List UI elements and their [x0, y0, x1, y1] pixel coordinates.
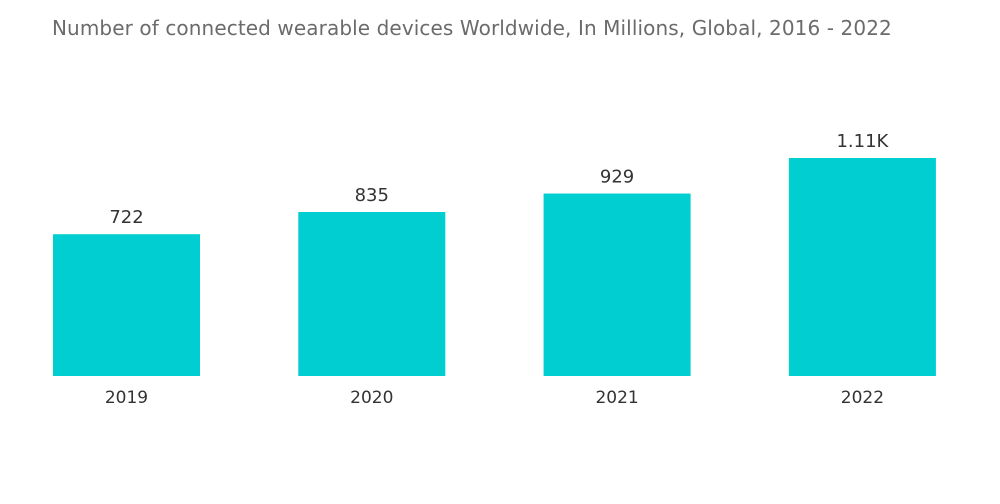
x-tick-label-2022: 2022: [841, 388, 884, 408]
bar-2020: [298, 212, 446, 376]
bar-2022: [788, 158, 936, 376]
data-label-2020: 835: [355, 185, 389, 206]
data-label-2019: 722: [109, 207, 143, 228]
x-tick-label-2021: 2021: [595, 388, 638, 408]
bar-2021: [543, 193, 691, 376]
chart-title: Number of connected wearable devices Wor…: [52, 16, 892, 40]
bar-2019: [53, 234, 200, 376]
data-label-2021: 929: [600, 167, 634, 188]
data-label-2022: 1.11K: [836, 131, 889, 152]
x-tick-label-2020: 2020: [350, 388, 393, 408]
x-tick-label-2019: 2019: [105, 388, 148, 408]
